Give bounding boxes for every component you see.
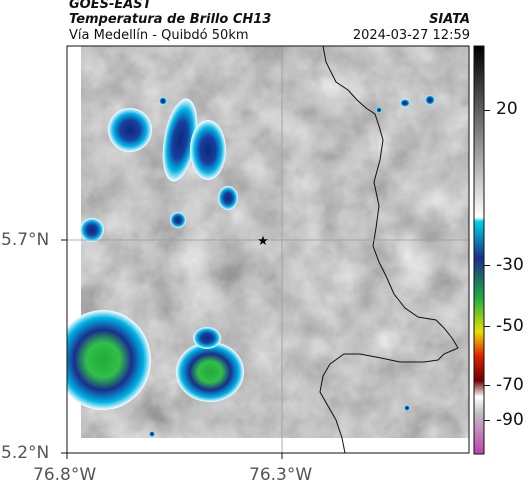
colorbar-label-m90: -90 bbox=[496, 410, 524, 430]
colorbar-label-m30: -30 bbox=[496, 255, 524, 275]
lon-label-76-3: 76.3°W bbox=[249, 465, 313, 485]
cold-cloud-cells bbox=[67, 95, 435, 437]
colorbar-label-m50: -50 bbox=[496, 316, 524, 336]
region-subtitle: Vía Medellín - Quibdó 50km bbox=[69, 28, 249, 43]
colorbar-label-20: 20 bbox=[496, 99, 518, 119]
colorbar-tick bbox=[484, 265, 490, 266]
colorbar-tick bbox=[484, 385, 490, 386]
colorbar bbox=[473, 45, 485, 455]
datetime-label: 2024-03-27 12:59 bbox=[352, 28, 470, 43]
map-frame bbox=[66, 45, 470, 454]
colorbar-tick bbox=[484, 420, 490, 421]
org-name: SIATA bbox=[429, 12, 470, 27]
star-icon: ★ bbox=[257, 234, 269, 249]
lat-label-5-2: 5.2°N bbox=[1, 443, 50, 463]
lat-label-5-7: 5.7°N bbox=[1, 230, 50, 250]
product-title: Temperatura de Brillo CH13 bbox=[69, 12, 272, 27]
lon-label-76-8: 76.8°W bbox=[33, 465, 97, 485]
colorbar-tick bbox=[484, 326, 490, 327]
satellite-name: GOES-EAST bbox=[69, 0, 152, 12]
colorbar-label-m70: -70 bbox=[496, 375, 524, 395]
colorbar-tick bbox=[484, 110, 490, 111]
country-border bbox=[319, 46, 459, 453]
